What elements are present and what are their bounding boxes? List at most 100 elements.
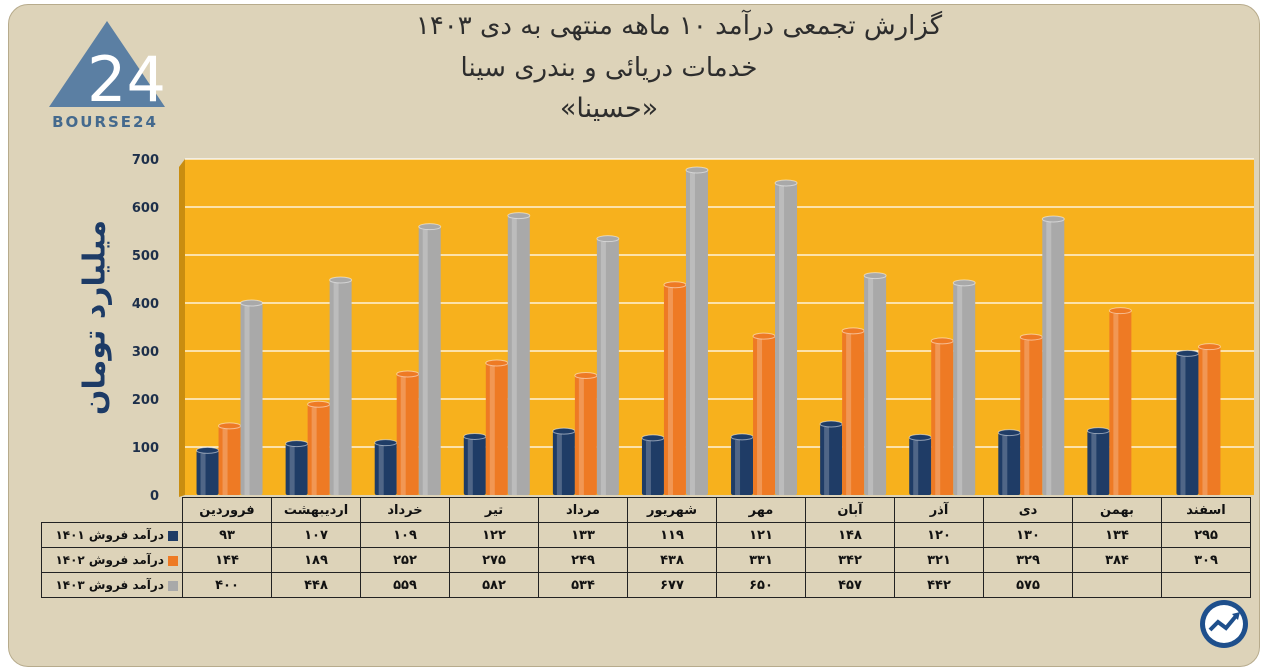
x-tick-label: شهریور <box>627 497 717 523</box>
data-label: ۱۳۴ <box>1072 522 1162 548</box>
legend-entry: درآمد فروش ۱۴۰۳ <box>41 572 183 598</box>
chart-title: گزارش تجمعی درآمد ۱۰ ماهه منتهی به دی ۱۴… <box>415 11 943 41</box>
bourse24-logo: 24 BOURSE24 <box>45 17 175 137</box>
data-label: ۲۷۵ <box>449 547 539 573</box>
plot-background <box>185 159 1254 495</box>
bar <box>196 446 220 495</box>
y-tick-label: 600 <box>132 201 159 216</box>
bar <box>552 427 576 495</box>
legend-swatch <box>168 555 178 566</box>
data-label: ۱۰۹ <box>360 522 450 548</box>
data-label <box>1072 572 1162 598</box>
data-label: ۱۴۴ <box>182 547 272 573</box>
y-tick-label: 100 <box>132 441 159 456</box>
chart-subtitle: خدمات دریائی و بندری سینا <box>460 53 758 83</box>
data-label: ۱۰۷ <box>271 522 361 548</box>
chart-frame: 0 100 200 300 400 500 600 700 گزارش تجمعی درآمد… <box>8 4 1260 667</box>
data-label: ۱۲۲ <box>449 522 539 548</box>
bar <box>774 179 798 495</box>
data-label: ۵۸۲ <box>449 572 539 598</box>
bar <box>396 370 420 495</box>
trend-badge-icon <box>1200 600 1248 648</box>
bar <box>285 440 309 495</box>
data-label: ۳۰۹ <box>1161 547 1251 573</box>
y-tick-label: 200 <box>132 393 159 408</box>
data-label: ۱۴۸ <box>805 522 895 548</box>
bar <box>752 332 776 495</box>
data-label: ۳۲۹ <box>983 547 1073 573</box>
y-tick-label: 0 <box>150 489 159 504</box>
bar <box>730 433 754 495</box>
table-corner <box>42 498 183 523</box>
bar <box>1108 307 1132 495</box>
table-row: درآمد فروش ۱۴۰۱ ۹۳ ۱۰۷ ۱۰۹ ۱۲۲ ۱۳۳ ۱۱۹ ۱۲۱ ۱۴۸ ۱۲… <box>41 522 1251 548</box>
bar <box>841 327 865 495</box>
data-label: ۱۲۱ <box>716 522 806 548</box>
bar <box>1086 427 1110 495</box>
bar <box>908 433 932 495</box>
x-tick-label: مهر <box>716 497 806 523</box>
data-label: ۲۴۹ <box>538 547 628 573</box>
legend-label: درآمد فروش ۱۴۰۱ <box>55 528 164 542</box>
bar <box>863 272 887 495</box>
bar <box>307 400 331 495</box>
data-label: ۴۴۸ <box>271 572 361 598</box>
x-tick-label: اردیبهشت <box>271 497 361 523</box>
bar <box>641 434 665 495</box>
legend-swatch <box>168 530 178 541</box>
legend-label: درآمد فروش ۱۴۰۳ <box>55 578 164 592</box>
data-label: ۶۷۷ <box>627 572 717 598</box>
legend-label: درآمد فروش ۱۴۰۲ <box>55 553 164 567</box>
bar <box>218 422 242 495</box>
bar <box>1019 333 1043 495</box>
data-label: ۳۸۴ <box>1072 547 1162 573</box>
x-tick-label: بهمن <box>1072 497 1162 523</box>
bar <box>819 420 843 495</box>
x-tick-label: آذر <box>894 497 984 523</box>
bar <box>507 212 531 495</box>
bar <box>1175 349 1199 495</box>
bar <box>685 166 709 496</box>
x-tick-label: دی <box>983 497 1073 523</box>
data-label: ۴۰۰ <box>182 572 272 598</box>
data-label: ۱۱۹ <box>627 522 717 548</box>
x-tick-label: اسفند <box>1161 497 1251 523</box>
data-label: ۴۵۷ <box>805 572 895 598</box>
logo-text: BOURSE24 <box>52 113 158 131</box>
x-tick-label: آبان <box>805 497 895 523</box>
table-row: درآمد فروش ۱۴۰۲ ۱۴۴ ۱۸۹ ۲۵۲ ۲۷۵ ۲۴۹ ۴۳۸ ۳۳۱ ۳۴۲ ۳… <box>41 547 1251 573</box>
data-label: ۶۵۰ <box>716 572 806 598</box>
logo-mark: 24 <box>87 43 166 116</box>
chart-ticker: «حسینا» <box>559 93 659 124</box>
bar <box>997 429 1021 495</box>
plot-side-wall <box>179 159 185 497</box>
y-tick-label: 300 <box>132 345 159 360</box>
legend-entry: درآمد فروش ۱۴۰۱ <box>41 522 183 548</box>
data-label: ۱۸۹ <box>271 547 361 573</box>
x-tick-label: مرداد <box>538 497 628 523</box>
data-label: ۴۴۲ <box>894 572 984 598</box>
data-label: ۱۳۳ <box>538 522 628 548</box>
data-label: ۵۷۵ <box>983 572 1073 598</box>
y-tick-label: 400 <box>132 297 159 312</box>
bar <box>240 299 264 495</box>
data-label: ۴۳۸ <box>627 547 717 573</box>
data-label: ۱۳۰ <box>983 522 1073 548</box>
data-label: ۲۵۲ <box>360 547 450 573</box>
data-label: ۵۳۴ <box>538 572 628 598</box>
bar <box>663 281 687 495</box>
legend-swatch <box>168 580 178 591</box>
data-label: ۳۲۱ <box>894 547 984 573</box>
bar <box>374 439 398 495</box>
y-tick-label: 700 <box>132 153 159 168</box>
bar <box>1041 215 1065 495</box>
x-tick-label: تیر <box>449 497 539 523</box>
data-label: ۹۳ <box>182 522 272 548</box>
data-label: ۱۲۰ <box>894 522 984 548</box>
table-row: درآمد فروش ۱۴۰۳ ۴۰۰ ۴۴۸ ۵۵۹ ۵۸۲ ۵۳۴ ۶۷۷ ۶۵۰ ۴۵۷ ۴… <box>41 572 1251 598</box>
data-table: فروردین اردیبهشت خرداد تیر مرداد شهریور مهر آبا… <box>41 497 1251 598</box>
bar <box>574 371 598 495</box>
logo-triangle-icon: 24 <box>49 21 166 116</box>
legend-entry: درآمد فروش ۱۴۰۲ <box>41 547 183 573</box>
bar <box>952 279 976 495</box>
